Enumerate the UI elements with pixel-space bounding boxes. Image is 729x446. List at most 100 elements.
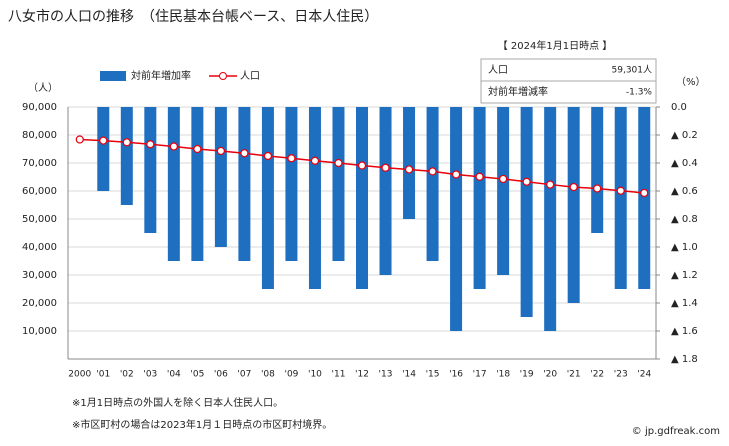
y-tick-label: 30,000	[22, 270, 57, 281]
bar	[356, 107, 368, 289]
y2-axis-label: （%）	[676, 76, 706, 88]
x-tick-label: '04	[167, 370, 181, 380]
point	[169, 142, 178, 151]
x-tick-label: '14	[402, 370, 416, 380]
info-label: 人口	[488, 64, 508, 76]
y2-tick-label: ▲ 1.0	[671, 242, 698, 253]
x-tick-label: '24	[637, 370, 651, 380]
bar	[144, 107, 157, 233]
legend-swatch	[100, 71, 126, 81]
bar	[450, 107, 463, 331]
legend-label: 人口	[240, 70, 260, 82]
x-tick-label: '19	[520, 370, 534, 380]
x-tick-label: '16	[449, 370, 463, 380]
point	[122, 138, 131, 147]
bar	[261, 107, 274, 289]
x-tick-label: '23	[614, 370, 628, 380]
y-tick-label: 90,000	[22, 102, 57, 113]
y-tick-label: 40,000	[22, 242, 57, 253]
y-tick-label: 70,000	[22, 158, 57, 169]
y2-tick-label: ▲ 1.6	[671, 326, 698, 337]
y-tick-label: 50,000	[22, 214, 57, 225]
x-tick-label: '05	[190, 370, 204, 380]
bar	[567, 107, 580, 303]
x-tick-label: '09	[284, 370, 298, 380]
y-tick-label: 20,000	[22, 298, 57, 309]
legend-swatch	[219, 72, 227, 80]
point	[404, 165, 414, 174]
legend-label: 対前年増加率	[131, 69, 191, 82]
point	[428, 167, 437, 176]
y2-tick-label: 0.0	[671, 102, 687, 113]
x-tick-label: 2000	[68, 370, 91, 380]
x-tick-label: '18	[496, 370, 510, 380]
y2-tick-label: ▲ 1.4	[671, 298, 698, 309]
x-tick-label: '12	[355, 370, 369, 380]
bar	[285, 107, 298, 261]
point	[193, 144, 202, 154]
bar	[591, 107, 604, 233]
info-value: -1.3%	[626, 88, 653, 98]
x-tick-label: '15	[426, 370, 440, 380]
bar	[473, 107, 486, 289]
bar	[332, 107, 345, 261]
x-tick-label: '08	[261, 370, 275, 380]
bar	[426, 107, 439, 261]
point	[640, 188, 649, 198]
point	[240, 149, 249, 158]
point	[263, 151, 273, 161]
bar	[214, 107, 227, 247]
chart-title: 八女市の人口の推移 （住民基本台帳ベース、日本人住民）	[8, 8, 378, 25]
point	[475, 172, 484, 181]
point	[310, 156, 320, 165]
point	[569, 182, 578, 192]
bar	[167, 107, 180, 261]
bar	[97, 107, 110, 191]
bar	[614, 107, 627, 289]
bar	[120, 107, 133, 205]
point	[499, 174, 508, 184]
bar	[238, 107, 251, 261]
y2-tick-label: ▲ 1.8	[671, 354, 698, 365]
y2-tick-label: ▲ 1.2	[671, 270, 698, 281]
note: ※1月1日時点の外国人を除く日本人住民人口。	[72, 396, 283, 409]
x-tick-label: '06	[214, 370, 228, 380]
point	[593, 184, 602, 193]
point	[546, 180, 555, 189]
bar	[379, 107, 392, 275]
info-heading: 【 2024年1月1日時点 】	[498, 39, 613, 52]
x-tick-label: '01	[96, 370, 110, 380]
y-tick-label: 80,000	[22, 130, 57, 141]
x-tick-label: '10	[308, 370, 322, 380]
credit: © jp.gdfreak.com	[632, 426, 720, 437]
bar	[308, 107, 321, 289]
bar	[520, 107, 533, 317]
x-tick-label: '17	[473, 370, 487, 380]
point	[99, 136, 108, 145]
y2-tick-label: ▲ 0.4	[671, 158, 698, 169]
bar	[544, 107, 557, 331]
bar	[638, 107, 651, 289]
x-tick-label: '07	[237, 370, 251, 380]
x-tick-label: '11	[332, 370, 346, 380]
y2-tick-label: ▲ 0.6	[671, 186, 698, 197]
point	[616, 186, 625, 195]
y2-tick-label: ▲ 0.8	[671, 214, 698, 225]
info-value: 59,301人	[612, 65, 653, 76]
point	[522, 177, 531, 186]
x-tick-label: '13	[379, 370, 393, 380]
point	[287, 154, 296, 163]
point	[146, 140, 155, 149]
y-tick-label: 10,000	[22, 326, 57, 337]
y2-tick-label: ▲ 0.2	[671, 130, 698, 141]
point	[216, 146, 225, 156]
note: ※市区町村の場合は2023年1月１日時点の市区町村境界。	[72, 418, 332, 431]
bar	[191, 107, 204, 261]
y-tick-label: 60,000	[22, 186, 57, 197]
x-tick-label: '21	[567, 370, 581, 380]
bar	[403, 107, 416, 219]
info-label: 対前年増減率	[488, 85, 548, 98]
point	[75, 135, 84, 144]
point	[451, 170, 461, 179]
